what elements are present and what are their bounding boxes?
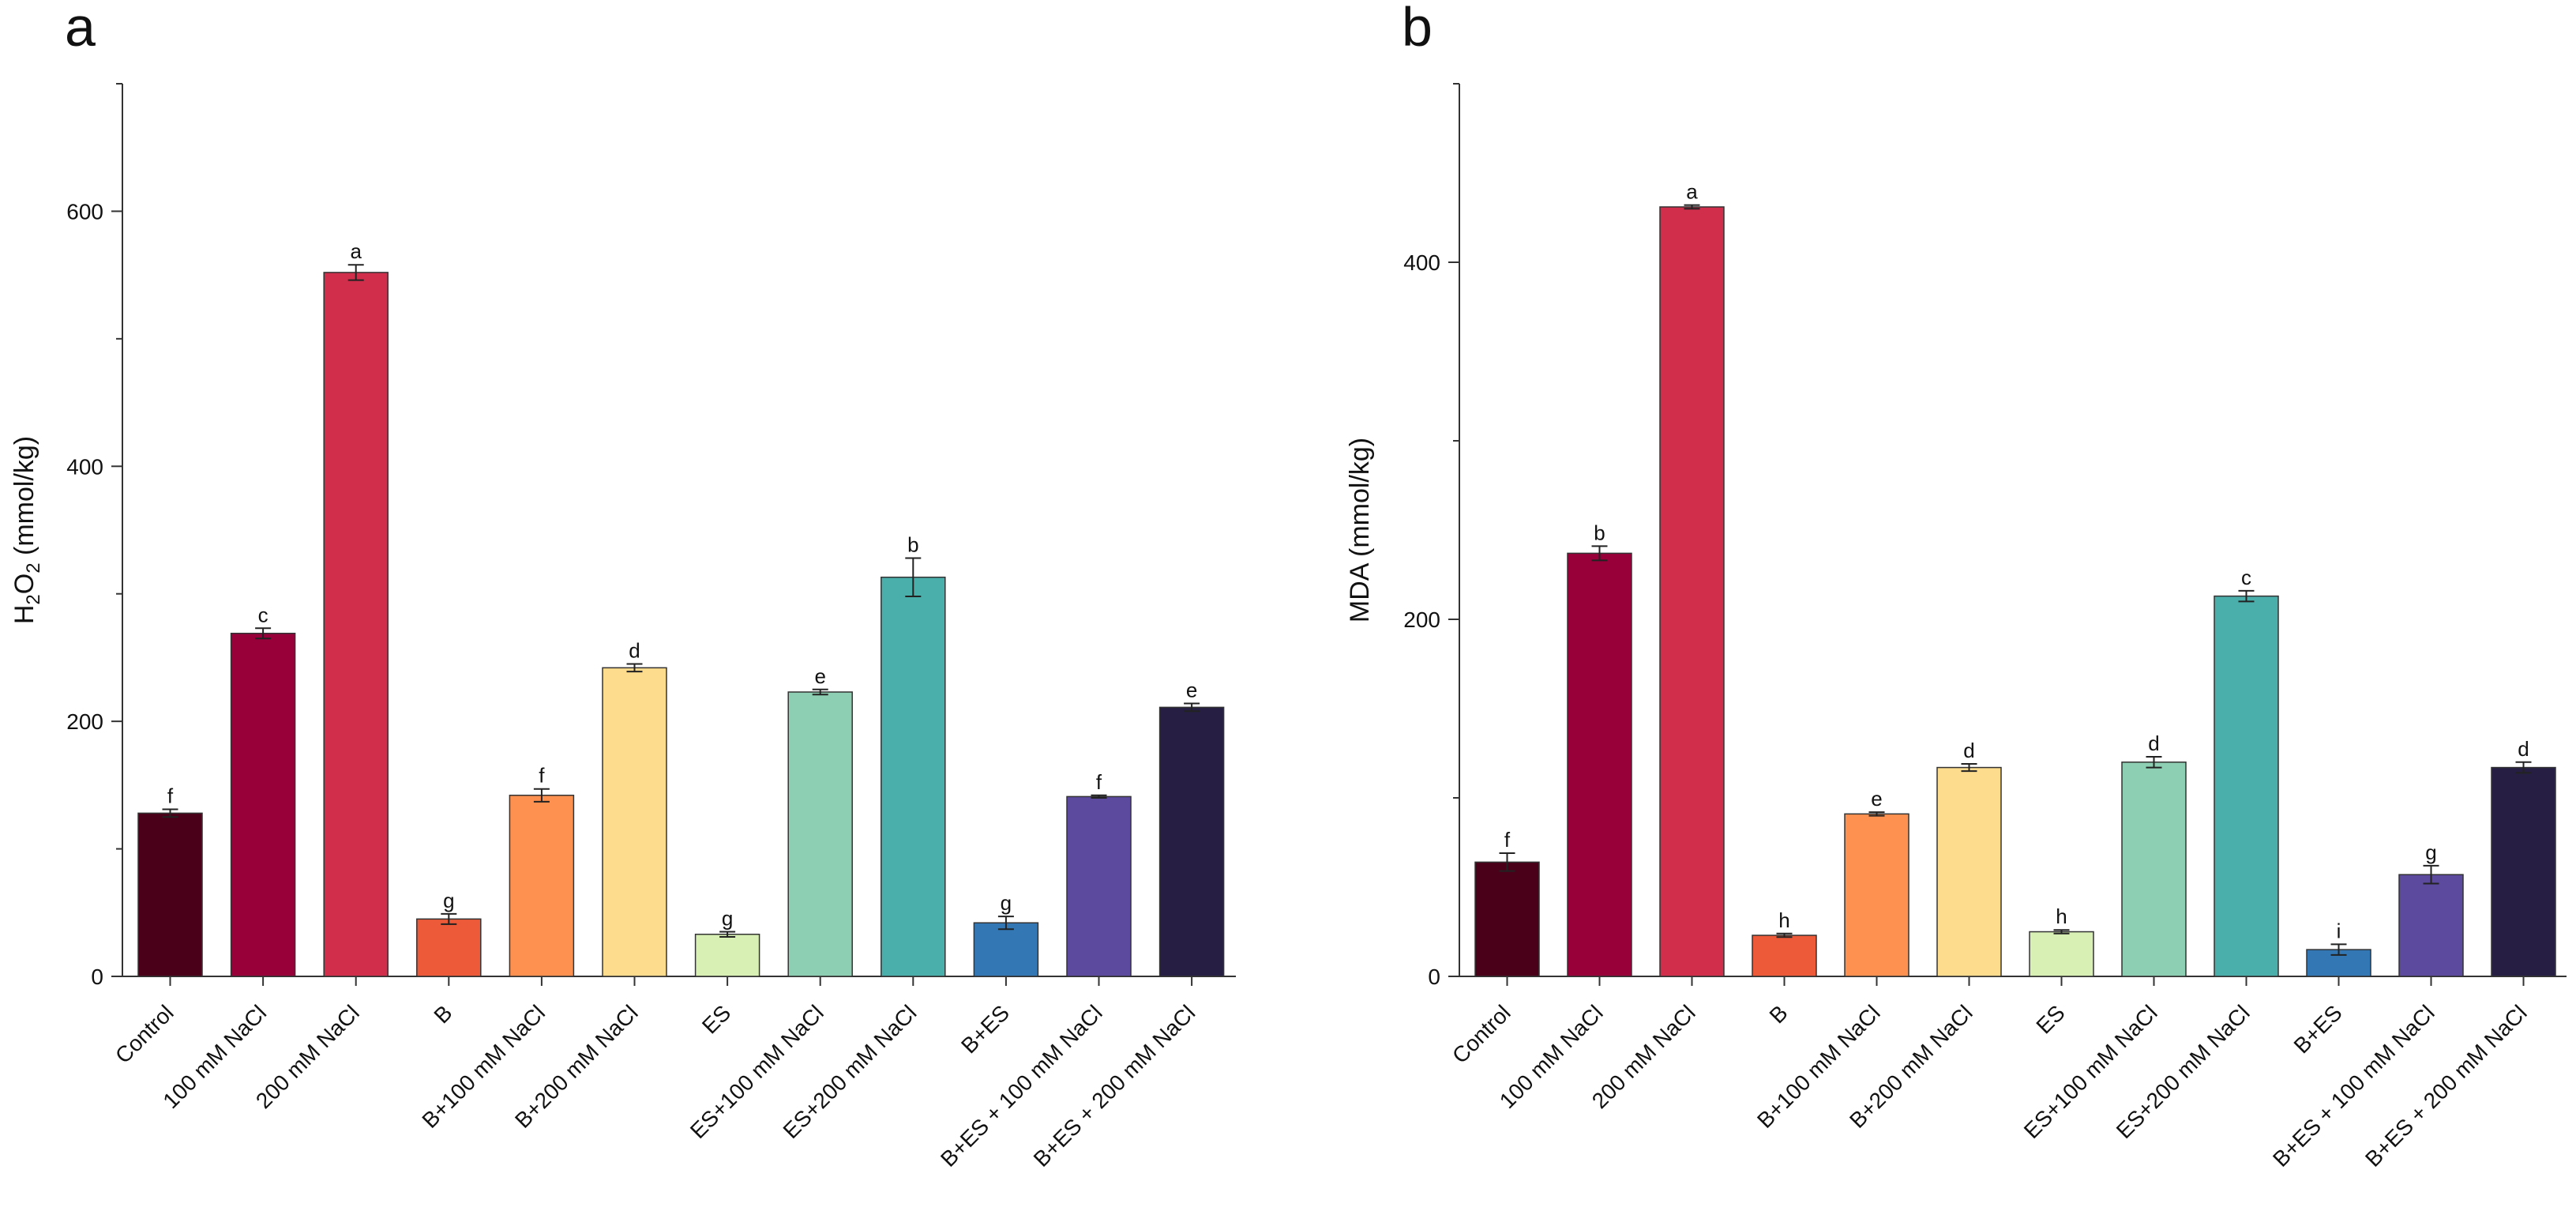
bar xyxy=(1752,935,1817,977)
significance-letter: g xyxy=(1001,891,1012,915)
significance-letter: a xyxy=(350,239,362,263)
x-category-label: B+ES + 100 mM NaCl xyxy=(936,1000,1107,1172)
y-axis-title-part: (mmol/kg) xyxy=(9,436,39,563)
x-category-label: B+ES xyxy=(2289,1000,2347,1058)
significance-letter: c xyxy=(258,603,268,626)
x-category-label: B+ES xyxy=(956,1000,1014,1058)
significance-letter: e xyxy=(814,664,825,688)
y-tick-label: 200 xyxy=(66,709,103,734)
significance-letter: b xyxy=(907,533,918,557)
x-category-label: B+ES + 200 mM NaCl xyxy=(2360,1000,2532,1172)
significance-letter: b xyxy=(1594,521,1605,544)
significance-letter: a xyxy=(1686,180,1698,204)
y-tick-label: 400 xyxy=(66,454,103,479)
y-tick-label: 0 xyxy=(91,965,103,989)
significance-letter: f xyxy=(1096,770,1102,794)
bar xyxy=(694,933,760,977)
y-axis-title: MDA (mmol/kg) xyxy=(1345,438,1375,622)
significance-letter: e xyxy=(1186,679,1197,702)
x-category-label: ES xyxy=(697,1000,735,1038)
bar xyxy=(137,812,203,977)
x-category-label: B xyxy=(429,1000,456,1028)
panel-label: a xyxy=(65,0,96,58)
x-category-label: Control xyxy=(1448,1000,1515,1068)
bar xyxy=(230,633,296,977)
bar xyxy=(2121,762,2187,977)
bar xyxy=(1066,795,1132,977)
significance-letter: f xyxy=(539,764,545,788)
bar xyxy=(973,922,1039,977)
bar xyxy=(416,918,482,977)
y-tick-label: 0 xyxy=(1428,965,1440,989)
significance-letter: f xyxy=(167,784,174,808)
y-tick-label: 600 xyxy=(66,199,103,224)
bar xyxy=(602,667,667,977)
bar xyxy=(323,272,389,977)
y-tick-label: 400 xyxy=(1403,250,1440,275)
x-category-label: B+ES + 100 mM NaCl xyxy=(2268,1000,2439,1172)
y-tick-label: 200 xyxy=(1403,607,1440,632)
significance-letter: f xyxy=(1504,828,1511,852)
significance-letter: c xyxy=(2241,566,2251,589)
significance-letter: h xyxy=(2056,904,2067,928)
bar xyxy=(1936,766,2002,977)
x-category-label: ES xyxy=(2031,1000,2069,1038)
significance-letter: d xyxy=(2518,737,2529,761)
bar xyxy=(1474,861,1540,977)
y-axis-title-subscript: 2 xyxy=(23,562,44,573)
y-axis-title-part: O xyxy=(9,574,39,594)
bar xyxy=(1659,206,1725,977)
significance-letter: d xyxy=(629,639,640,663)
panel-label: b xyxy=(1402,0,1433,58)
bar xyxy=(1567,552,1632,977)
significance-letter: h xyxy=(1778,908,1789,932)
bar xyxy=(2398,874,2464,977)
significance-letter: i xyxy=(2337,919,2341,942)
significance-letter: e xyxy=(1871,787,1882,810)
significance-letter: g xyxy=(722,907,733,931)
significance-letter: g xyxy=(2425,841,2436,864)
bar xyxy=(787,691,853,977)
x-category-label: Control xyxy=(111,1000,178,1068)
significance-letter: d xyxy=(1963,739,1974,762)
bar xyxy=(509,795,575,977)
significance-letter: g xyxy=(443,889,454,912)
y-axis-title: H2O2 (mmol/kg) xyxy=(9,436,44,624)
bar xyxy=(1844,813,1909,977)
bar xyxy=(881,576,946,977)
y-axis-title-subscript: 2 xyxy=(23,594,44,604)
x-category-label: B+ES + 200 mM NaCl xyxy=(1029,1000,1200,1172)
bar xyxy=(2491,766,2556,977)
bar xyxy=(1158,706,1225,977)
bar xyxy=(2214,595,2279,977)
y-axis-title-part: H xyxy=(9,605,39,625)
x-category-label: B xyxy=(1765,1000,1793,1028)
bar xyxy=(2029,931,2094,977)
significance-letter: d xyxy=(2148,731,2159,755)
